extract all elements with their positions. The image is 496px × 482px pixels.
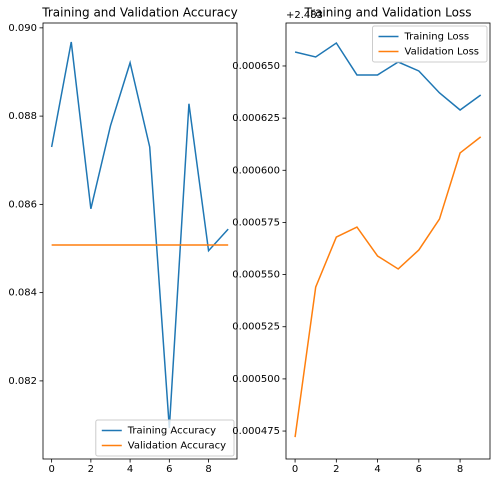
- line-series: [294, 41, 482, 111]
- y-tick-label: 0.000550: [232, 270, 280, 281]
- y-tick-label: 0.000600: [232, 165, 280, 176]
- axis-offset: +2.483: [286, 10, 323, 21]
- chart-title: Training and Validation Accuracy: [41, 6, 237, 20]
- x-tick-label: 2: [333, 464, 339, 475]
- y-tick-label: 0.084: [8, 288, 37, 299]
- y-tick-label: 0.000625: [232, 113, 280, 124]
- y-tick-label: 0.090: [8, 23, 37, 34]
- line-series: [294, 136, 482, 438]
- line-series: [50, 41, 229, 429]
- y-tick-label: 0.082: [8, 376, 37, 387]
- y-tick-label: 0.000525: [232, 322, 280, 333]
- x-tick-label: 2: [88, 464, 94, 475]
- subplot: Training and Validation Accuracy 0 2 4 6 8 0.0…: [8, 6, 237, 476]
- x-tick-label: 8: [457, 464, 463, 475]
- axes-frame: [285, 22, 491, 460]
- y-tick-label: 0.088: [8, 111, 37, 122]
- y-tick-label: 0.000575: [232, 217, 280, 228]
- y-tick-label: 0.086: [8, 199, 37, 210]
- chart-title: Training and Validation Loss: [304, 6, 472, 20]
- y-tick-label: 0.000650: [232, 61, 280, 72]
- legend-label: Training Loss: [404, 32, 470, 43]
- x-tick-label: 0: [48, 464, 54, 475]
- x-tick-label: 8: [205, 464, 211, 475]
- x-tick-label: 6: [416, 464, 422, 475]
- x-tick-label: 6: [166, 464, 172, 475]
- y-tick-label: 0.000500: [232, 374, 280, 385]
- legend-label: Validation Loss: [405, 47, 480, 58]
- legend-label: Validation Accuracy: [128, 441, 226, 452]
- x-tick-label: 4: [374, 464, 380, 475]
- y-tick-label: 0.000475: [232, 426, 280, 437]
- legend-box: [372, 25, 488, 63]
- legend-box: [95, 419, 235, 457]
- x-tick-label: 0: [292, 464, 298, 475]
- axes-frame: [42, 22, 238, 460]
- x-tick-label: 4: [127, 464, 133, 475]
- legend-label: Training Accuracy: [127, 426, 216, 437]
- subplot: Training and Validation Loss+2.483 0 2 4 6 8 0…: [232, 6, 491, 475]
